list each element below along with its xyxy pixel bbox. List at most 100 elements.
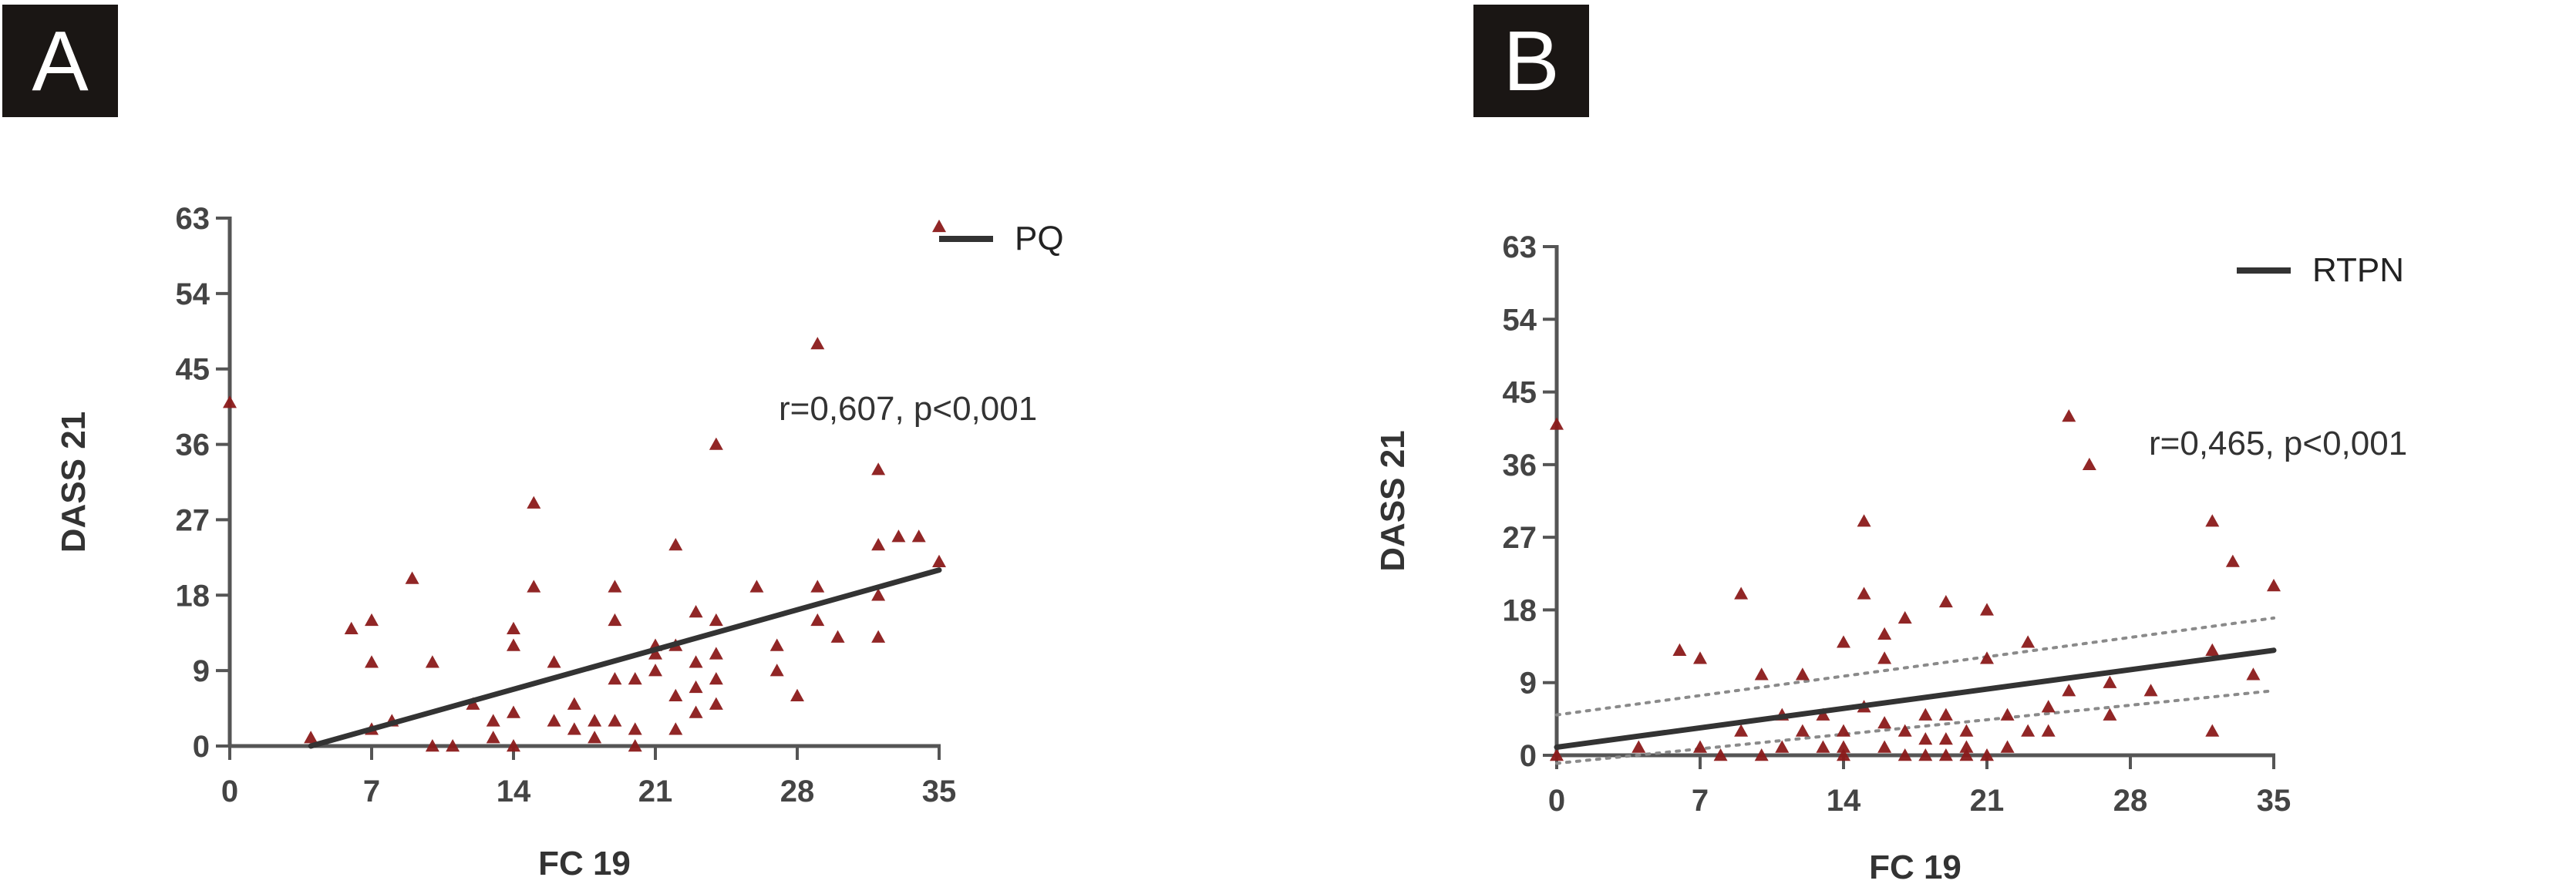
a-data-point xyxy=(425,655,439,668)
a-data-point xyxy=(668,538,683,551)
b-y-tick-label: 27 xyxy=(1503,521,1537,555)
b-data-point xyxy=(1938,707,1953,721)
b-data-point xyxy=(1713,748,1728,761)
b-data-point xyxy=(2103,675,2117,688)
scatter-plot-b: 0 9 18 27 36 45 54 63 0 7 14 21 28 35 FC 19 DASS 21 RTPN… xyxy=(1374,230,2407,886)
b-x-tick-label: 14 xyxy=(1827,784,1861,818)
b-data-point xyxy=(1837,724,1850,737)
b-legend-label: RTPN xyxy=(2312,251,2404,289)
b-data-point xyxy=(1877,651,1892,664)
a-data-point xyxy=(304,731,318,744)
a-data-point xyxy=(810,613,825,627)
b-x-tick-label: 7 xyxy=(1692,784,1709,818)
b-data-point xyxy=(1897,748,1912,761)
a-data-point xyxy=(689,680,703,694)
panel-a: A 0 9 18 27 36 45 54 63 0 7 14 21 28 35 FC 19 DASS 21 PQ… xyxy=(2,5,1064,882)
b-data-point xyxy=(1550,748,1564,761)
b-data-point xyxy=(1550,417,1564,430)
b-data-point xyxy=(2000,707,2015,721)
b-data-point xyxy=(1980,651,1994,664)
a-data-point xyxy=(932,554,946,567)
b-data-point xyxy=(2143,684,2158,697)
a-data-point xyxy=(486,714,500,727)
b-data-point xyxy=(2000,740,2015,753)
a-data-point xyxy=(689,655,703,668)
a-y-tick-label: 36 xyxy=(176,429,210,462)
a-data-point xyxy=(608,672,622,685)
b-data-point xyxy=(2267,579,2281,592)
a-data-point xyxy=(608,714,622,727)
a-data-point xyxy=(567,697,581,710)
b-data-point xyxy=(1938,594,1953,608)
a-data-point xyxy=(709,697,723,710)
b-data-point xyxy=(1837,635,1850,648)
a-data-point xyxy=(527,496,541,509)
a-x-tick-label: 28 xyxy=(780,775,815,808)
a-data-point xyxy=(871,462,886,476)
a-x-tick-label: 35 xyxy=(922,775,957,808)
b-data-point xyxy=(2021,635,2036,648)
a-data-point xyxy=(891,529,906,543)
b-y-tick-label: 9 xyxy=(1520,667,1537,701)
a-y-tick-label: 63 xyxy=(176,202,210,236)
b-data-point xyxy=(2021,724,2036,737)
a-data-point xyxy=(709,437,723,450)
a-data-point xyxy=(507,621,520,634)
b-data-point xyxy=(2103,707,2117,721)
b-data-point xyxy=(1918,707,1933,721)
b-data-point xyxy=(1980,748,1994,761)
a-x-tick-label: 0 xyxy=(221,775,238,808)
b-y-tick-label: 36 xyxy=(1503,449,1537,482)
b-data-point xyxy=(2246,667,2261,681)
a-data-point xyxy=(769,664,784,677)
b-x-tick-label: 28 xyxy=(2113,784,2148,818)
a-data-point xyxy=(223,395,237,408)
b-data-point xyxy=(1877,716,1892,729)
b-regression-line xyxy=(1554,647,2277,751)
b-data-point xyxy=(1918,748,1933,761)
a-data-point xyxy=(689,605,703,618)
b-data-point xyxy=(1754,748,1769,761)
a-data-point xyxy=(749,580,764,593)
b-data-point xyxy=(1857,586,1871,600)
b-data-point xyxy=(1938,748,1953,761)
a-data-point xyxy=(668,722,683,735)
b-data-point xyxy=(1897,724,1912,737)
a-regression-line xyxy=(308,567,942,749)
a-data-point xyxy=(628,722,642,735)
panel-b-label: B xyxy=(1473,5,1589,117)
a-data-point xyxy=(466,697,480,710)
a-data-point xyxy=(507,739,520,752)
a-y-tick-label: 27 xyxy=(176,503,210,537)
b-y-tick-label: 18 xyxy=(1503,593,1537,627)
b-y-axis-title: DASS 21 xyxy=(1374,430,1412,571)
b-y-tick-label: 0 xyxy=(1520,739,1537,773)
b-data-point xyxy=(1734,724,1749,737)
b-data-point xyxy=(2205,514,2220,527)
panel-a-label: A xyxy=(2,5,118,117)
a-data-point xyxy=(709,613,723,627)
a-data-point xyxy=(871,538,886,551)
a-data-point xyxy=(911,529,926,543)
a-correlation-annotation: r=0,607, p<0,001 xyxy=(779,390,1037,428)
b-data-point xyxy=(1816,707,1830,721)
a-data-point xyxy=(588,714,602,727)
b-data-point xyxy=(1672,643,1687,657)
b-confidence-upper xyxy=(1555,616,2275,717)
a-data-point xyxy=(344,621,359,634)
a-legend-label: PQ xyxy=(1015,220,1064,257)
a-x-tick-label: 7 xyxy=(363,775,380,808)
a-data-point xyxy=(932,219,946,233)
a-data-point xyxy=(810,337,825,350)
b-data-point xyxy=(1795,667,1810,681)
b-data-point xyxy=(1959,740,1974,753)
b-data-point xyxy=(2225,554,2240,567)
b-data-point xyxy=(1837,740,1850,753)
b-data-point xyxy=(1959,748,1974,761)
b-data-point xyxy=(1959,724,1974,737)
a-data-point xyxy=(628,739,642,752)
a-data-point xyxy=(486,731,500,744)
b-data-point xyxy=(2062,409,2076,422)
a-y-tick-label: 0 xyxy=(193,730,210,764)
scatter-plot-a: 0 9 18 27 36 45 54 63 0 7 14 21 28 35 FC 19 DASS 21 PQ r=… xyxy=(55,202,1064,882)
